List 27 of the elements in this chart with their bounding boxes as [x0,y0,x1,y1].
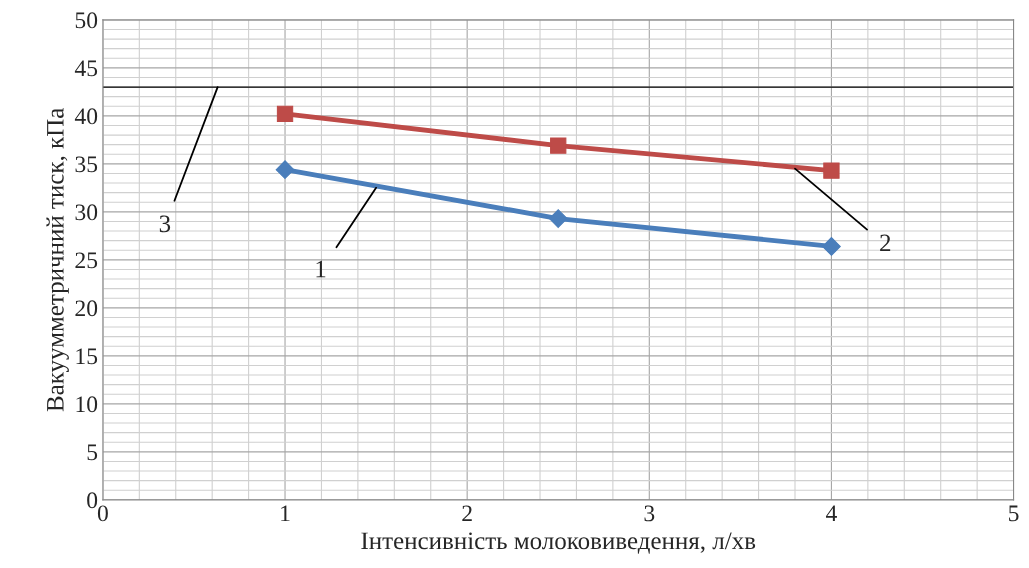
y-axis-title: Вакуумметричний тиск, кПа [46,108,69,412]
y-tick-label: 0 [87,492,98,509]
y-tick-label: 25 [75,252,98,269]
y-tick-label: 15 [76,348,98,365]
point [276,105,294,123]
y-tick-label: 20 [75,300,98,317]
point [823,162,840,179]
y-tick-label: 30 [75,204,98,221]
y-tick-label: 35 [75,156,98,173]
annotation: 3 [159,215,171,233]
point [550,137,567,154]
point [548,209,568,228]
x-tick-label: 1 [281,505,290,522]
x-tick-label: 2 [462,505,472,522]
y-tick-label: 5 [87,444,98,461]
point [275,160,295,179]
annotation: 1 [316,260,326,278]
x-axis-title: Інтенсивність молоковиведення, л/хв [361,532,756,554]
y-tick-label: 10 [76,396,98,413]
x-tick-label: 4 [825,505,837,522]
y-tick-label: 50 [75,12,98,29]
x-tick-label: 3 [644,505,655,522]
point [822,237,841,256]
x-tick-label: 5 [1009,505,1019,522]
y-tick-label: 45 [74,60,98,77]
annotation: 2 [880,234,891,252]
y-tick-label: 40 [74,108,98,125]
